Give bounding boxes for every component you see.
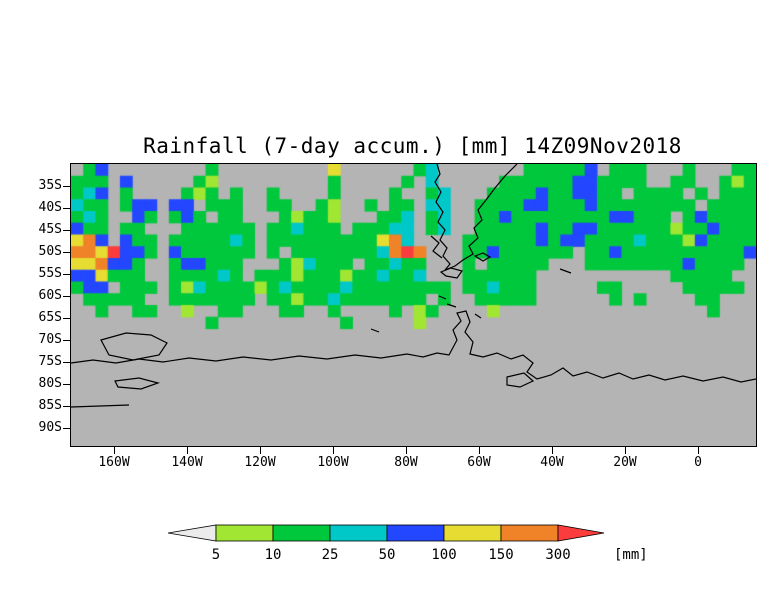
y-tick-label: 50S [38, 244, 62, 259]
colorbar-segment [443, 524, 502, 542]
x-tick-label: 100W [317, 455, 349, 470]
y-tick-mark [63, 384, 71, 385]
x-tick-label: 80W [394, 455, 418, 470]
x-tick-label: 40W [540, 455, 564, 470]
colorbar-segment [272, 524, 331, 542]
x-tick-label: 120W [244, 455, 276, 470]
y-tick-mark [63, 318, 71, 319]
y-tick-label: 85S [38, 398, 62, 413]
colorbar-svg: 5 10 25 50 100 150 300 [mm] [167, 524, 648, 563]
coastline-path [439, 267, 463, 279]
y-tick-mark [63, 406, 71, 407]
x-tick-label: 140W [171, 455, 203, 470]
y-tick-label: 35S [38, 178, 62, 193]
colorbar-threshold-label: 5 [212, 547, 220, 563]
y-tick-label: 45S [38, 222, 62, 237]
colorbar-segment [329, 524, 388, 542]
colorbar-right-arrow [557, 524, 605, 542]
x-tick-label: 0 [694, 455, 702, 470]
coastline-path [559, 268, 572, 274]
x-tick-mark [187, 446, 188, 454]
y-tick-mark [63, 428, 71, 429]
colorbar-segment [386, 524, 445, 542]
coastline-path [71, 310, 756, 383]
coastline-path [430, 235, 443, 259]
y-tick-label: 65S [38, 310, 62, 325]
y-tick-mark [63, 230, 71, 231]
colorbar-threshold-label: 25 [322, 547, 339, 563]
colorbar-threshold-label: 300 [545, 547, 570, 563]
colorbar-unit-label: [mm] [614, 547, 648, 563]
chart-title: Rainfall (7-day accum.) [mm] 14Z09Nov201… [143, 134, 682, 158]
coastline-path [446, 303, 457, 308]
colorbar-threshold-label: 50 [379, 547, 396, 563]
colorbar: 5 10 25 50 100 150 300 [mm] [167, 520, 688, 570]
y-tick-label: 75S [38, 354, 62, 369]
coastline-path [370, 328, 380, 333]
y-tick-mark [63, 186, 71, 187]
rainfall-raster [71, 164, 756, 446]
colorbar-threshold-label: 100 [431, 547, 456, 563]
coastline-path [100, 332, 168, 361]
x-tick-mark [479, 446, 480, 454]
x-tick-mark [333, 446, 334, 454]
x-tick-label: 60W [467, 455, 491, 470]
y-tick-mark [63, 274, 71, 275]
coastline-path [114, 377, 161, 390]
colorbar-segment [215, 524, 274, 542]
y-tick-label: 80S [38, 376, 62, 391]
x-tick-mark [114, 446, 115, 454]
coastline-path [444, 164, 518, 271]
x-tick-mark [260, 446, 261, 454]
colorbar-threshold-label: 150 [488, 547, 513, 563]
y-tick-label: 55S [38, 266, 62, 281]
coastline-path [71, 404, 130, 408]
y-tick-label: 70S [38, 332, 62, 347]
x-tick-mark [552, 446, 553, 454]
x-tick-label: 160W [98, 455, 130, 470]
coastline-path [474, 313, 482, 319]
y-tick-mark [63, 252, 71, 253]
y-tick-label: 90S [38, 420, 62, 435]
colorbar-threshold-label: 10 [265, 547, 282, 563]
coastline-overlay [71, 164, 756, 408]
colorbar-left-arrow [167, 524, 217, 542]
coastline-path [473, 252, 492, 262]
x-tick-mark [625, 446, 626, 454]
y-tick-mark [63, 362, 71, 363]
map-plot: 35S 40S 45S 50S 55S 60S 65S 70S 75S 80S 85S 90S 160W… [39, 163, 757, 470]
colorbar-segment [500, 524, 559, 542]
coastline-path [434, 164, 451, 271]
y-tick-label: 60S [38, 288, 62, 303]
x-tick-mark [406, 446, 407, 454]
y-tick-mark [63, 340, 71, 341]
coastline-path [506, 372, 535, 388]
x-tick-mark [698, 446, 699, 454]
y-tick-mark [63, 296, 71, 297]
y-tick-label: 40S [38, 200, 62, 215]
coastline-path [438, 295, 447, 300]
y-tick-mark [63, 208, 71, 209]
x-tick-label: 20W [613, 455, 637, 470]
